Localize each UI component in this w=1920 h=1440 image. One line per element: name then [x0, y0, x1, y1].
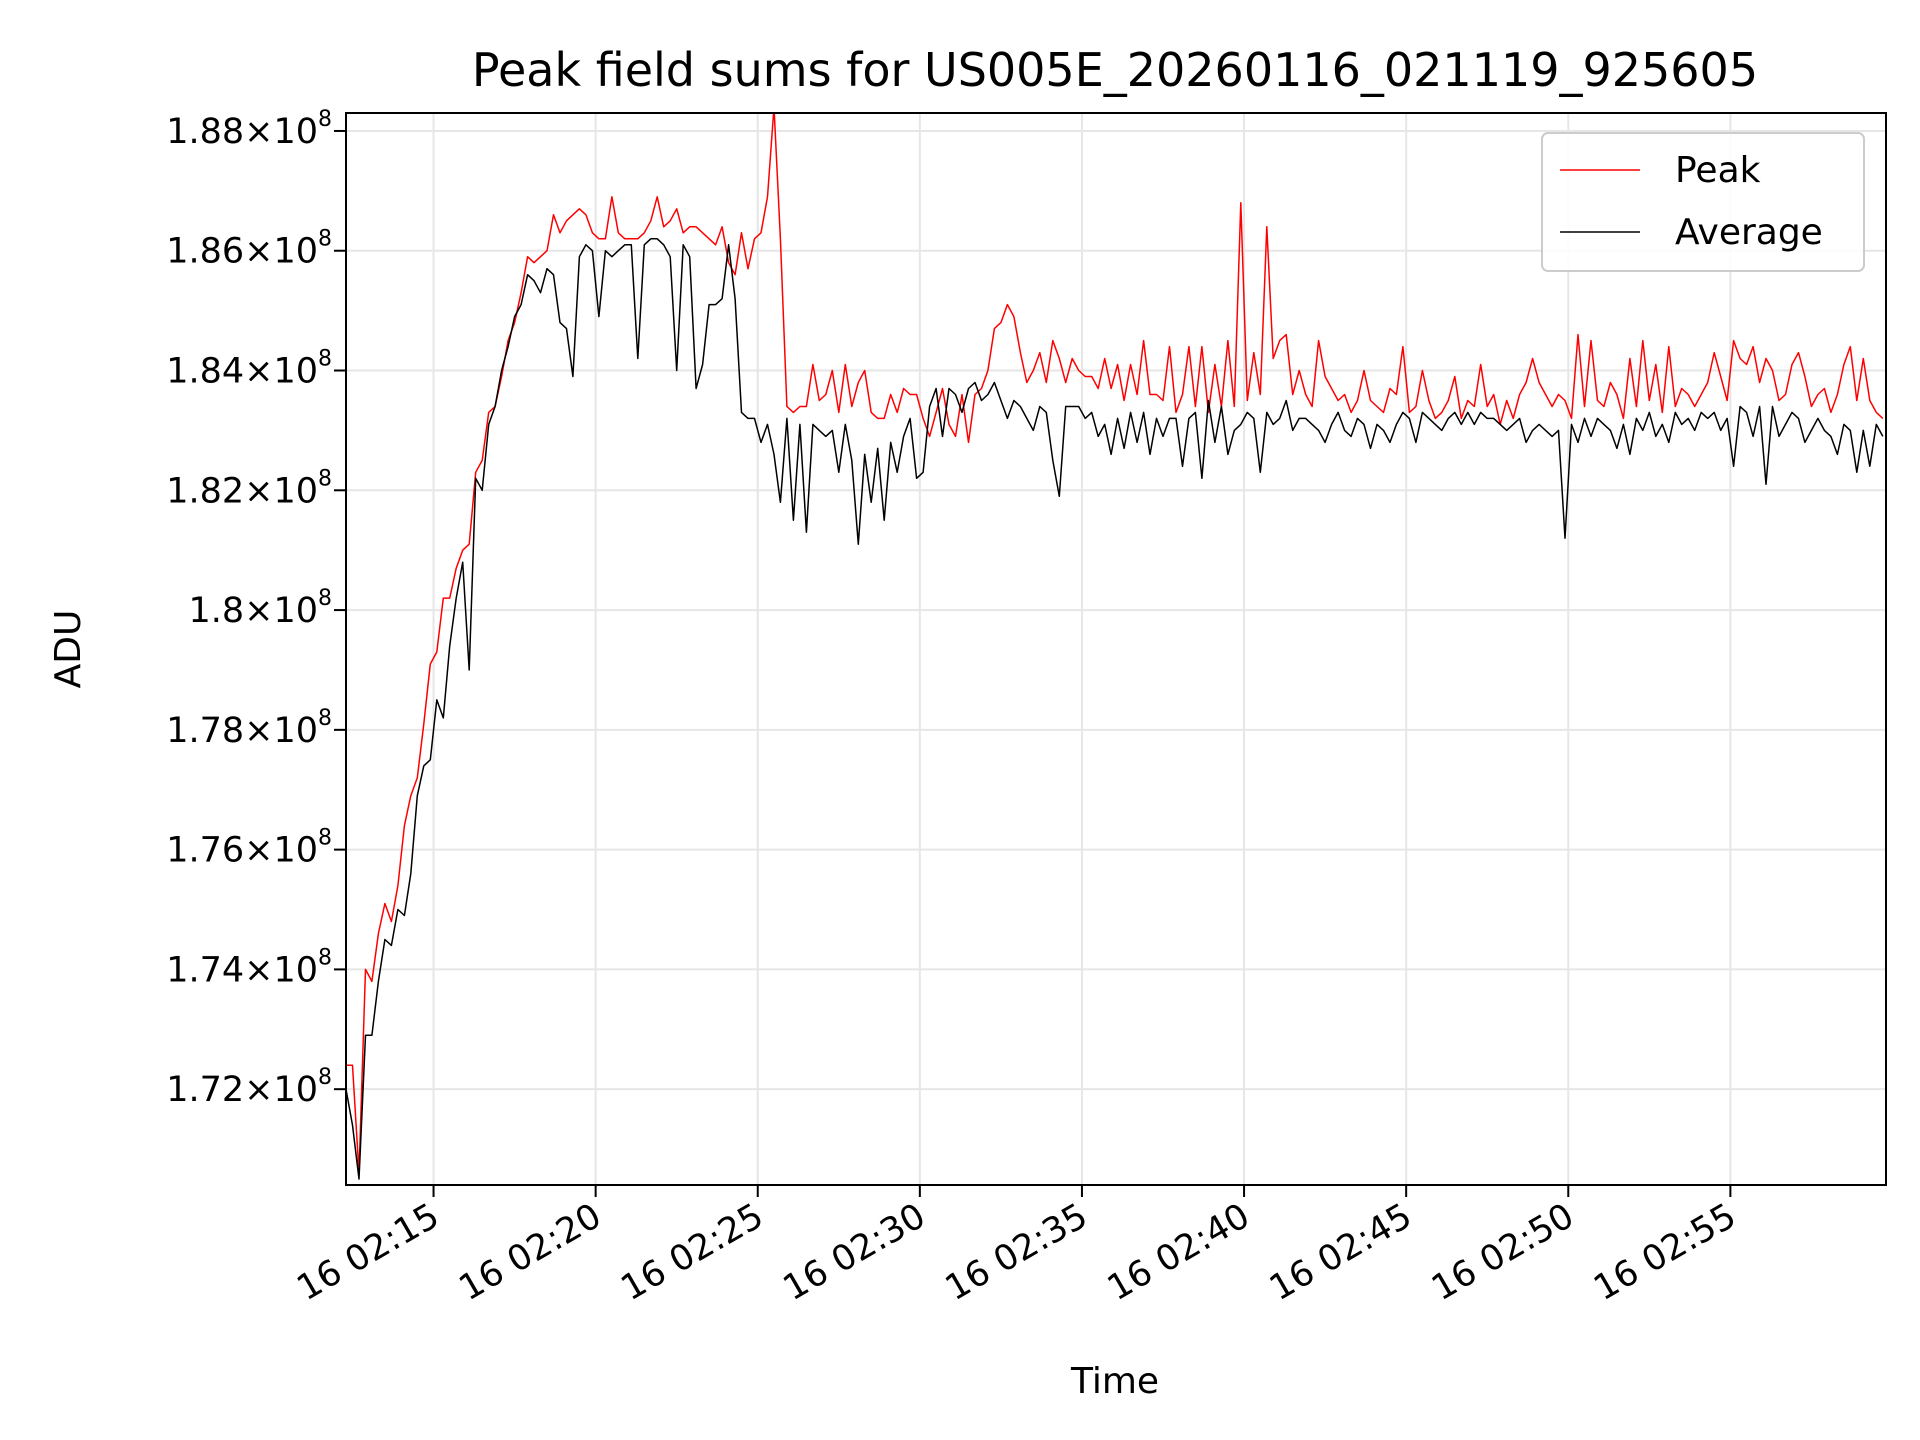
y-axis-label: ADU — [48, 610, 89, 689]
y-tick-label: 1.84×108 — [166, 347, 332, 392]
y-tick-label: 1.86×108 — [166, 227, 332, 272]
y-tick-label: 1.88×108 — [166, 107, 332, 152]
plot-area — [346, 113, 1884, 1180]
legend-label-peak: Peak — [1675, 150, 1761, 191]
y-axis: 1.72×108 1.74×108 1.76×108 1.78×108 1.8×108 1… — [166, 107, 346, 1110]
axes-frame — [345, 112, 1887, 1186]
y-tick-label: 1.76×108 — [166, 826, 332, 871]
series-line-peak — [346, 113, 1884, 1174]
y-tick-label: 1.8×108 — [188, 586, 332, 631]
y-tick-label: 1.82×108 — [166, 466, 332, 511]
legend-label-average: Average — [1675, 212, 1823, 253]
legend-box — [1541, 132, 1865, 272]
y-tick-label: 1.72×108 — [166, 1065, 332, 1110]
x-axis-label: Time — [1070, 1361, 1159, 1402]
y-tick-label: 1.78×108 — [166, 706, 332, 751]
grid-lines — [346, 113, 1886, 1185]
chart-title: Peak field sums for US005E_20260116_0211… — [472, 43, 1758, 97]
legend: Peak Average — [1541, 132, 1865, 272]
series-line-average — [346, 238, 1884, 1180]
y-tick-label: 1.74×108 — [166, 945, 332, 990]
